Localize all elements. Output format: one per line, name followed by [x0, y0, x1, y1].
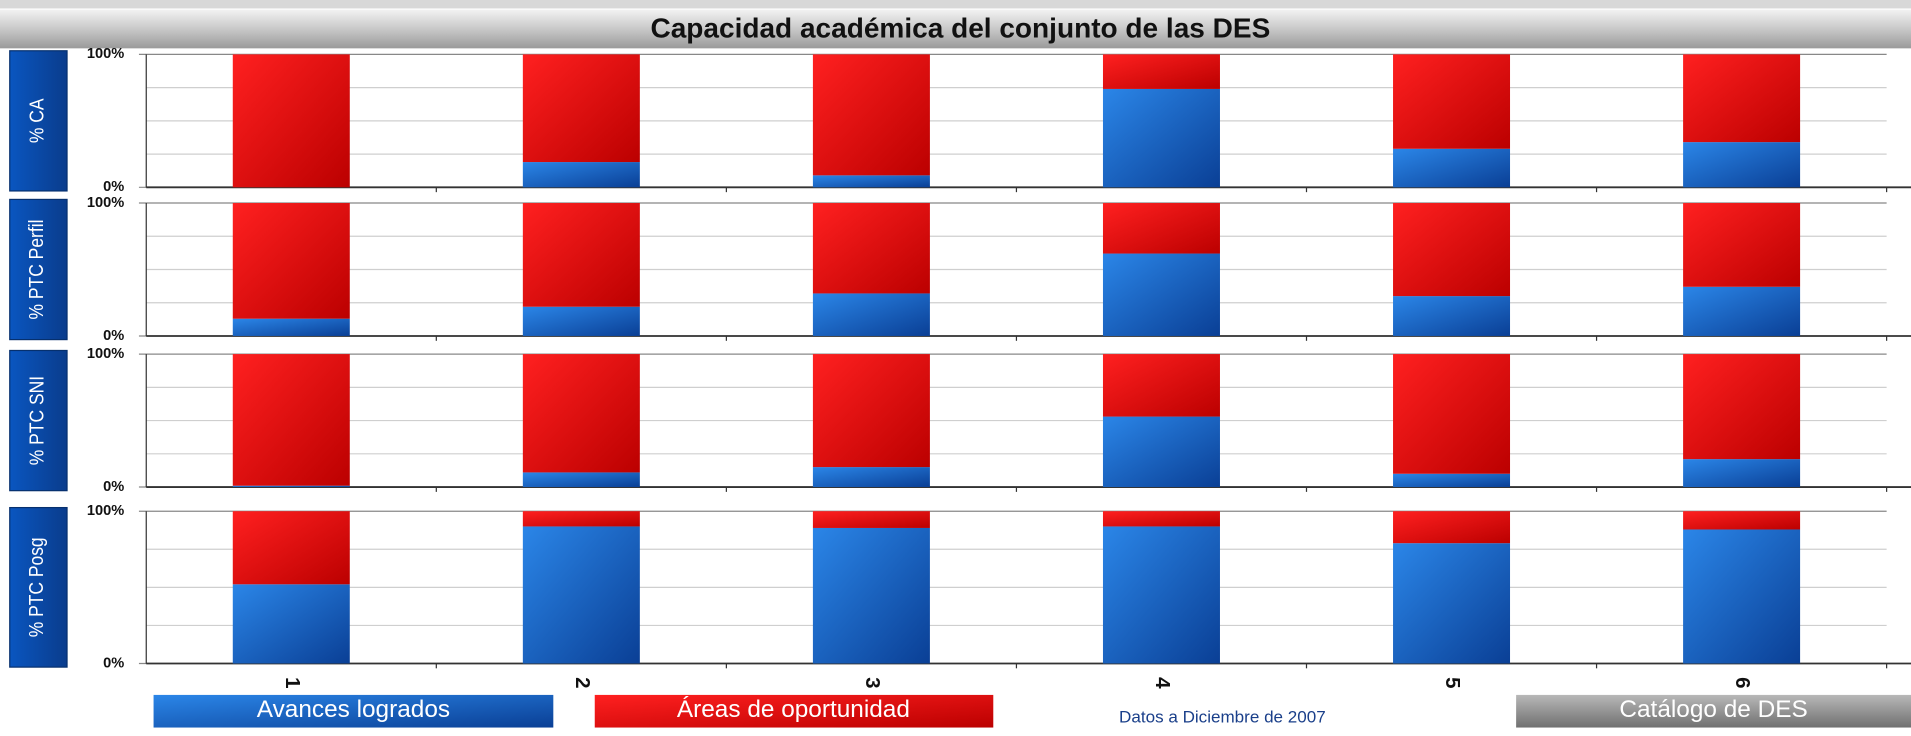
- bar: [1102, 354, 1220, 417]
- catalog-button-label[interactable]: Catálogo de DES: [1619, 696, 1807, 723]
- bar: [522, 354, 640, 473]
- bar: [1683, 354, 1801, 460]
- bar: [1393, 473, 1511, 488]
- top-strip: [0, 0, 1911, 9]
- y-tick-label: 100%: [87, 195, 124, 211]
- panel-label: % PTC Posg: [26, 537, 49, 637]
- bar: [812, 527, 930, 664]
- bar: [1102, 54, 1220, 89]
- bar: [522, 306, 640, 336]
- bar: [1683, 54, 1801, 143]
- panel-label: % PTC Perfil: [26, 220, 49, 320]
- bar: [232, 318, 350, 336]
- bar: [1393, 354, 1511, 474]
- bar: [812, 467, 930, 488]
- bar: [1102, 526, 1220, 664]
- bar: [522, 162, 640, 188]
- legend-red: [594, 694, 994, 728]
- x-tick-label: 6: [1731, 677, 1754, 688]
- bar: [1683, 529, 1801, 664]
- bar: [1683, 142, 1801, 188]
- bar: [812, 54, 930, 176]
- bar: [1683, 511, 1801, 530]
- x-tick-label: 3: [861, 677, 884, 688]
- bar: [522, 526, 640, 664]
- bar: [232, 584, 350, 664]
- y-tick-label: 100%: [87, 503, 124, 519]
- bar: [1102, 88, 1220, 188]
- bar: [232, 54, 350, 188]
- y-tick-label: 100%: [87, 346, 124, 362]
- x-tick-label: 5: [1441, 677, 1464, 688]
- bar: [1683, 286, 1801, 336]
- panel-label-box: [9, 349, 68, 492]
- bar: [1683, 203, 1801, 287]
- bar: [232, 203, 350, 319]
- panel-label: % CA: [26, 98, 49, 143]
- bar: [1102, 416, 1220, 488]
- y-tick-label: 100%: [87, 46, 124, 62]
- title-bar: [0, 9, 1911, 49]
- chart-title: Capacidad académica del conjunto de las …: [650, 13, 1270, 44]
- panel-label-box: [9, 50, 68, 192]
- bar: [522, 472, 640, 488]
- catalog-button[interactable]: [1516, 694, 1911, 728]
- bar: [812, 511, 930, 528]
- panel-label-box: [9, 198, 68, 341]
- x-tick-label: 2: [571, 677, 594, 688]
- bar: [812, 354, 930, 468]
- bar: [1393, 511, 1511, 544]
- y-tick-label: 0%: [103, 479, 124, 495]
- bar: [522, 511, 640, 527]
- bar: [1102, 511, 1220, 527]
- legend-label: Avances logrados: [257, 696, 450, 723]
- bar: [1393, 148, 1511, 188]
- note: Datos a Diciembre de 2007: [1119, 707, 1326, 726]
- panel-label: % PTC SNI: [26, 376, 49, 465]
- bar: [1393, 54, 1511, 149]
- bar: [1683, 459, 1801, 488]
- bar: [522, 54, 640, 163]
- bar: [1102, 253, 1220, 336]
- legend-blue: [153, 694, 554, 728]
- x-tick-label: 4: [1151, 677, 1174, 689]
- legend-label: Áreas de oportunidad: [677, 696, 910, 723]
- bar: [812, 293, 930, 336]
- bar: [812, 203, 930, 294]
- bar: [812, 175, 930, 188]
- panel-label-box: [9, 506, 68, 668]
- y-tick-label: 0%: [103, 655, 124, 671]
- y-tick-label: 0%: [103, 179, 124, 195]
- bar: [1393, 543, 1511, 664]
- bar: [1393, 203, 1511, 297]
- bar: [232, 511, 350, 585]
- bar: [232, 354, 350, 486]
- bar: [1102, 203, 1220, 254]
- bar: [232, 485, 350, 488]
- bar: [522, 203, 640, 307]
- bar: [1393, 296, 1511, 336]
- y-tick-label: 0%: [103, 328, 124, 344]
- x-tick-label: 1: [281, 677, 304, 688]
